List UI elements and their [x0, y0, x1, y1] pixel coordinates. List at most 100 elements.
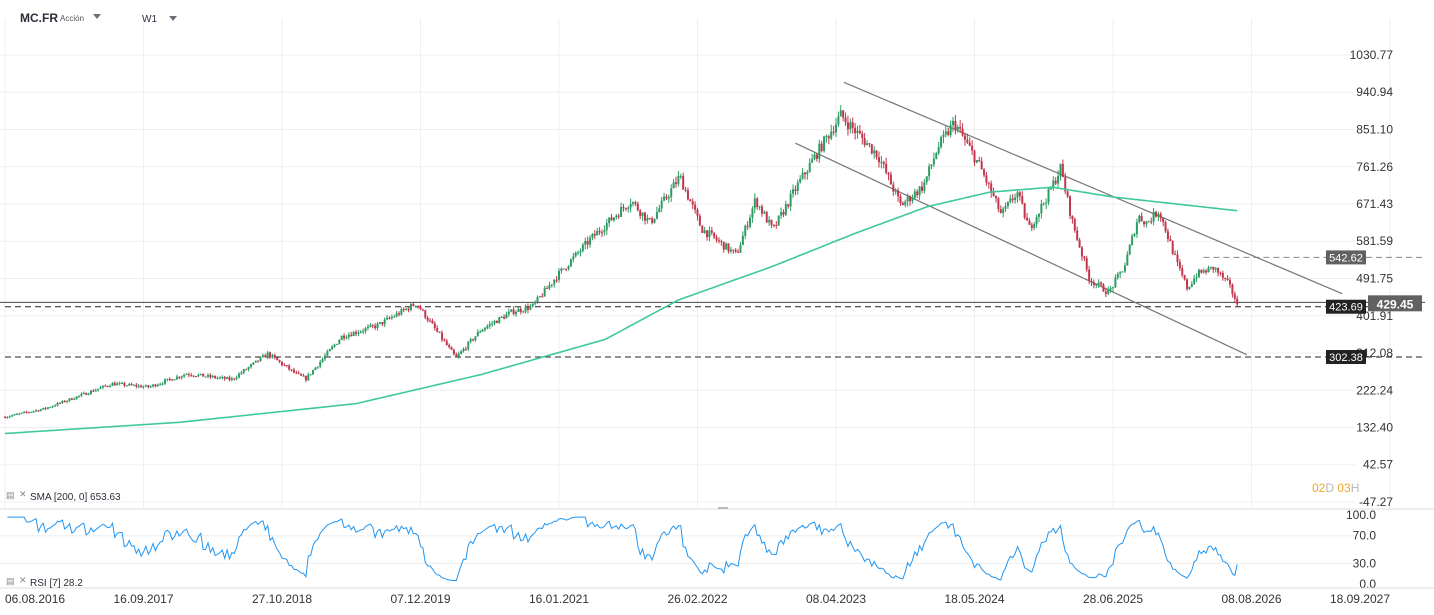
last-price-tag-bg: [1368, 295, 1422, 312]
candle-body: [147, 385, 150, 388]
candle-body: [195, 376, 198, 378]
symbol-dropdown-icon[interactable]: [93, 14, 101, 19]
timeframe-dropdown-icon[interactable]: [169, 16, 177, 21]
indicator-settings-icon[interactable]: ▤: [6, 490, 15, 500]
candle-body: [541, 296, 544, 298]
candle-body: [1145, 221, 1148, 225]
candle-body: [113, 383, 116, 386]
candle-body: [1159, 213, 1162, 219]
candle-body: [1236, 298, 1239, 305]
candle-body: [1109, 288, 1112, 290]
candle-body: [792, 189, 795, 194]
candle-body: [574, 252, 577, 257]
candle-body: [663, 196, 666, 201]
candle-body: [82, 392, 85, 394]
candle-body: [763, 212, 766, 214]
candle-body: [1095, 284, 1098, 286]
candle-body: [920, 186, 923, 191]
candle-body: [13, 414, 16, 416]
candle-body: [651, 218, 654, 223]
candle-body: [985, 175, 988, 183]
candle-body: [562, 268, 565, 270]
candle-body: [1016, 192, 1019, 198]
candle-body: [679, 175, 682, 177]
candle-body: [636, 203, 639, 211]
candle-body: [109, 385, 112, 387]
candle-body: [787, 204, 790, 207]
candle-body: [292, 369, 295, 373]
indicator-close-icon[interactable]: ✕: [19, 489, 27, 499]
candle-body: [424, 310, 427, 318]
candle-body: [1066, 191, 1069, 197]
candle-body: [350, 334, 353, 337]
sma-indicator-label[interactable]: SMA [200, 0] 653.63: [30, 492, 121, 503]
candle-body: [25, 411, 28, 413]
candle-body: [1052, 180, 1055, 189]
candle-body: [622, 207, 625, 209]
candle-body: [1009, 198, 1012, 202]
candle-body: [978, 160, 981, 162]
candle-body: [1083, 256, 1086, 259]
candle-body: [806, 172, 809, 175]
candle-body: [357, 332, 360, 334]
candle-body: [247, 367, 250, 370]
rsi-settings-icon[interactable]: ▤: [6, 576, 15, 586]
candle-body: [297, 372, 300, 374]
time-axis: 06.08.2016 16.09.2017 27.10.2018 07.12.2019…: [0, 587, 1434, 606]
candle-body: [916, 191, 919, 196]
candle-body: [218, 377, 221, 379]
candle-body: [510, 309, 513, 312]
symbol-name[interactable]: MC.FR: [20, 11, 58, 25]
candle-body: [89, 390, 92, 394]
candle-body: [775, 225, 778, 227]
price-tick-label: 581.59: [1356, 234, 1393, 248]
candle-body: [801, 172, 804, 179]
candle-body: [398, 313, 401, 315]
candle-body: [464, 348, 467, 350]
candle-body: [111, 383, 114, 386]
candle-body: [271, 355, 274, 358]
candle-body: [715, 237, 718, 241]
candle-body: [1069, 196, 1072, 216]
candle-body: [1104, 291, 1107, 294]
candle-body: [1004, 206, 1007, 209]
candle-body: [1112, 287, 1114, 289]
candle-body: [433, 323, 436, 329]
candle-body: [116, 383, 119, 386]
candle-body: [772, 224, 775, 226]
rsi-close-icon[interactable]: ✕: [19, 575, 27, 585]
candle-body: [161, 383, 164, 385]
candle-body: [548, 284, 551, 289]
candle-body: [770, 219, 773, 225]
candle-body: [558, 270, 560, 280]
candle-body: [1035, 217, 1038, 225]
candle-body: [1064, 177, 1067, 192]
candle-body: [1162, 218, 1165, 222]
candle-body: [1219, 272, 1222, 274]
candle-body: [997, 198, 1000, 210]
candle-body: [400, 309, 403, 315]
candle-body: [39, 409, 42, 412]
candle-body: [653, 218, 656, 223]
candle-body: [959, 126, 962, 129]
candle-body: [634, 202, 637, 204]
rsi-indicator-label[interactable]: RSI [7] 28.2: [30, 578, 83, 589]
countdown-days: 02: [1312, 481, 1326, 495]
candle-body: [366, 326, 369, 329]
candle-body: [844, 117, 847, 123]
candle-body: [168, 378, 171, 380]
candle-body: [335, 343, 338, 345]
candle-body: [1100, 282, 1103, 285]
candle-body: [469, 339, 472, 342]
timeframe-selector[interactable]: W1: [142, 14, 157, 25]
candle-body: [873, 150, 876, 154]
candle-body: [211, 376, 214, 378]
candle-body: [1030, 224, 1033, 228]
candle-body: [393, 316, 396, 318]
candle-body: [278, 360, 281, 362]
candle-body: [323, 355, 326, 359]
price-tick-label: 491.75: [1356, 272, 1393, 286]
candle-body: [815, 154, 818, 159]
candle-body: [729, 249, 732, 252]
